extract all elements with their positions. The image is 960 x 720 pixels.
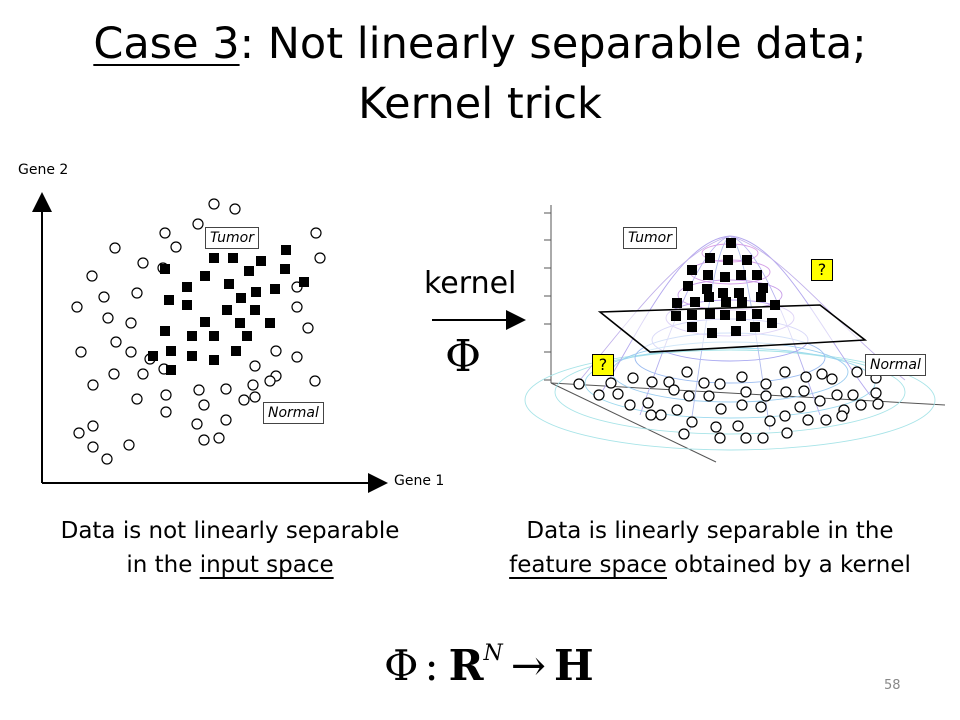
- right-caption: Data is linearly separable in the featur…: [470, 514, 950, 582]
- right-normal-label: Normal: [865, 354, 926, 376]
- left-normal-points: [71, 198, 326, 465]
- kernel-formula: Φ: RN → H: [384, 624, 594, 696]
- input-space-term: input space: [199, 552, 334, 578]
- right-tumor-points: [671, 238, 780, 338]
- left-tumor-points: [148, 245, 309, 375]
- unknown-sample-marker-bottom: ?: [592, 354, 614, 376]
- right-caption-suffix: obtained by a kernel: [666, 552, 911, 578]
- left-caption-prefix: in the: [126, 552, 200, 578]
- left-caption: Data is not linearly separable in the in…: [20, 514, 440, 582]
- right-tumor-label: Tumor: [623, 227, 677, 249]
- unknown-sample-marker-top: ?: [811, 259, 833, 281]
- formula-domain: R: [448, 641, 484, 690]
- formula-arrow: →: [510, 641, 546, 690]
- slide-title: Case 3: Not linearly separable data; Ker…: [0, 14, 960, 134]
- left-caption-line1: Data is not linearly separable: [60, 518, 400, 544]
- formula-colon: :: [424, 641, 439, 690]
- right-caption-line1: Data is linearly separable in the: [526, 518, 894, 544]
- title-line1: : Not linearly separable data;: [239, 19, 867, 69]
- page-number: 58: [884, 678, 901, 693]
- gene1-axis-label: Gene 1: [394, 473, 445, 489]
- title-case-label: Case 3: [93, 19, 240, 69]
- title-line2: Kernel trick: [358, 79, 602, 129]
- formula-codomain: H: [553, 641, 594, 690]
- left-normal-label: Normal: [263, 402, 324, 424]
- left-tumor-label: Tumor: [205, 227, 259, 249]
- feature-space-term: feature space: [509, 552, 667, 578]
- right-normal-points: [573, 366, 884, 444]
- kernel-label: kernel: [424, 266, 517, 301]
- gene2-axis-label: Gene 2: [18, 162, 69, 178]
- formula-phi: Φ: [384, 641, 419, 690]
- phi-symbol: Φ: [445, 331, 482, 382]
- formula-superscript: N: [483, 641, 503, 666]
